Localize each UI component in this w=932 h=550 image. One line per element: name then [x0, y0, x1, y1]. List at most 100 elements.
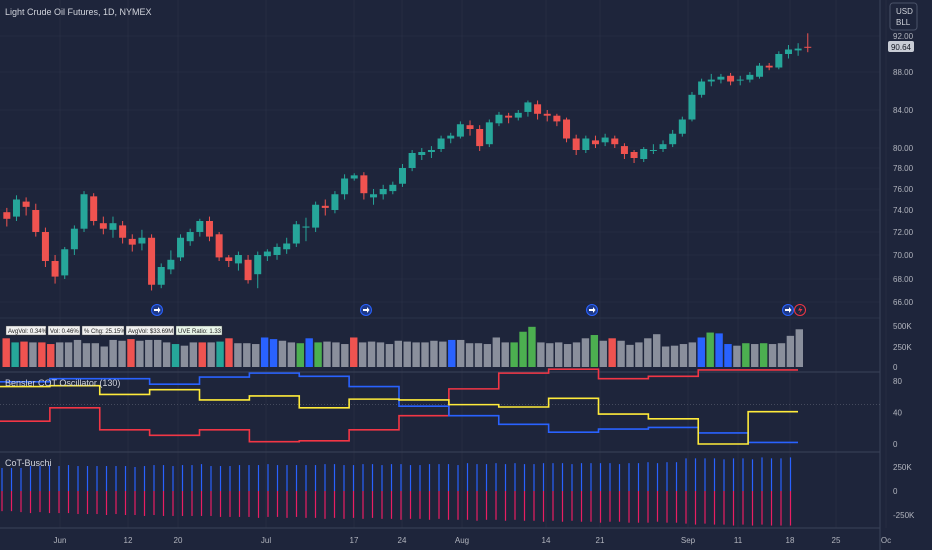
- volume-stat-box: [47, 325, 81, 336]
- volume-bar: [706, 332, 714, 367]
- oscillator-blue-line: [0, 372, 798, 444]
- candle-body: [196, 221, 204, 232]
- volume-stat-label: UVE Ratio: 1.33: [178, 329, 222, 335]
- currency-selector[interactable]: USD BLL: [889, 2, 918, 31]
- candle-body: [360, 175, 368, 194]
- candle-body: [765, 65, 773, 68]
- candle-body: [32, 210, 40, 232]
- volume-bar: [421, 342, 429, 367]
- volume-bar: [145, 339, 153, 367]
- time-tick-label: 18: [786, 536, 795, 545]
- price-axis[interactable]: 92.00 88.00 84.00 80.00 78.00 76.00 74.00 72.00…: [893, 32, 914, 307]
- volume-bar: [394, 340, 402, 367]
- dividend-arrow-icon[interactable]: [360, 304, 372, 316]
- candle-body: [794, 48, 802, 51]
- volume-bar: [715, 333, 723, 367]
- volume-stat-box: [125, 325, 175, 336]
- volume-bar: [519, 331, 527, 367]
- candle-body: [302, 226, 310, 228]
- volume-bar: [341, 344, 349, 367]
- volume-stat-box: [5, 325, 47, 336]
- volume-bar: [412, 342, 420, 367]
- volume-bar: [617, 340, 625, 367]
- candle-body: [736, 79, 744, 81]
- candle-body: [582, 138, 590, 150]
- cot-tick-label: 0: [893, 487, 898, 496]
- time-axis[interactable]: Jun 12 20 Jul 17 24 Aug 14 21 Sep 11 18 25 Oc: [54, 536, 892, 545]
- oscillator-tick-label: 0: [893, 440, 898, 449]
- candle-body: [80, 194, 88, 229]
- volume-stat-label: Vol: 0.46%: [50, 329, 79, 335]
- volume-bar: [679, 344, 688, 367]
- volume-bar: [581, 338, 590, 367]
- pane-separators: [0, 0, 881, 550]
- candle-body: [379, 189, 387, 195]
- candle-body: [669, 133, 677, 145]
- cot-series: [1, 457, 792, 526]
- volume-stat-label: % Chg: 25.15%: [84, 329, 126, 335]
- candle-body: [61, 249, 69, 276]
- volume-bar: [29, 342, 37, 367]
- unit-label: BLL: [896, 18, 911, 27]
- time-tick-label: 11: [734, 536, 743, 545]
- dividend-arrow-icon[interactable]: [782, 304, 794, 316]
- volume-bar: [20, 341, 28, 367]
- volume-bar: [47, 344, 55, 367]
- candle-body: [640, 149, 648, 159]
- candle-body: [205, 221, 213, 237]
- time-tick-label: 12: [124, 536, 133, 545]
- volume-bar: [269, 339, 278, 367]
- candle-body: [312, 204, 320, 228]
- volume-bar: [243, 343, 251, 367]
- volume-bar: [786, 335, 795, 367]
- candle-body: [534, 104, 542, 114]
- volume-bar: [430, 340, 438, 367]
- candle-body: [659, 144, 667, 149]
- oscillator-tick-label: 40: [893, 409, 902, 418]
- volume-bar: [314, 342, 322, 367]
- event-markers[interactable]: [151, 304, 806, 316]
- dividend-arrow-icon[interactable]: [151, 304, 163, 316]
- volume-bar: [252, 344, 260, 367]
- candle-body: [12, 199, 20, 217]
- volume-bar: [590, 335, 599, 367]
- candle-body: [90, 196, 98, 221]
- cot-title: CoT-Buschi: [5, 458, 52, 468]
- volume-bar: [153, 339, 162, 367]
- candle-body: [157, 267, 165, 285]
- candle-body: [389, 184, 397, 192]
- volume-tick-label: 500K: [893, 322, 912, 331]
- volume-bar: [608, 338, 616, 367]
- lightning-icon[interactable]: [794, 304, 806, 316]
- volume-axis: 500K 250K 0: [893, 322, 912, 372]
- candle-body: [244, 259, 252, 281]
- volume-bar: [127, 339, 135, 367]
- candle-body: [601, 137, 609, 143]
- candle-body: [707, 79, 715, 82]
- time-tick-label: 25: [832, 536, 841, 545]
- volume-bar: [225, 338, 233, 367]
- candle-body: [22, 201, 30, 207]
- volume-bar: [323, 341, 331, 367]
- candle-body: [804, 46, 812, 48]
- candle-body: [167, 259, 175, 270]
- oscillator-red-line: [0, 368, 798, 443]
- candle-body: [234, 255, 242, 264]
- candle-body: [148, 237, 156, 285]
- volume-stat-label: AvgVol: $33.69M: [128, 329, 173, 335]
- volume-bar: [439, 341, 447, 367]
- volume-bar: [492, 337, 501, 367]
- candle-body: [109, 223, 117, 230]
- candle-body: [495, 114, 503, 124]
- volume-tick-label: 0: [893, 363, 898, 372]
- dividend-arrow-icon[interactable]: [586, 304, 598, 316]
- cot-tick-label: -250K: [893, 511, 915, 520]
- volume-bar: [661, 346, 670, 367]
- candle-body: [563, 119, 571, 139]
- volume-tick-label: 250K: [893, 343, 912, 352]
- volume-bar: [670, 345, 679, 367]
- volume-bar: [510, 342, 518, 367]
- volume-bar: [136, 340, 144, 367]
